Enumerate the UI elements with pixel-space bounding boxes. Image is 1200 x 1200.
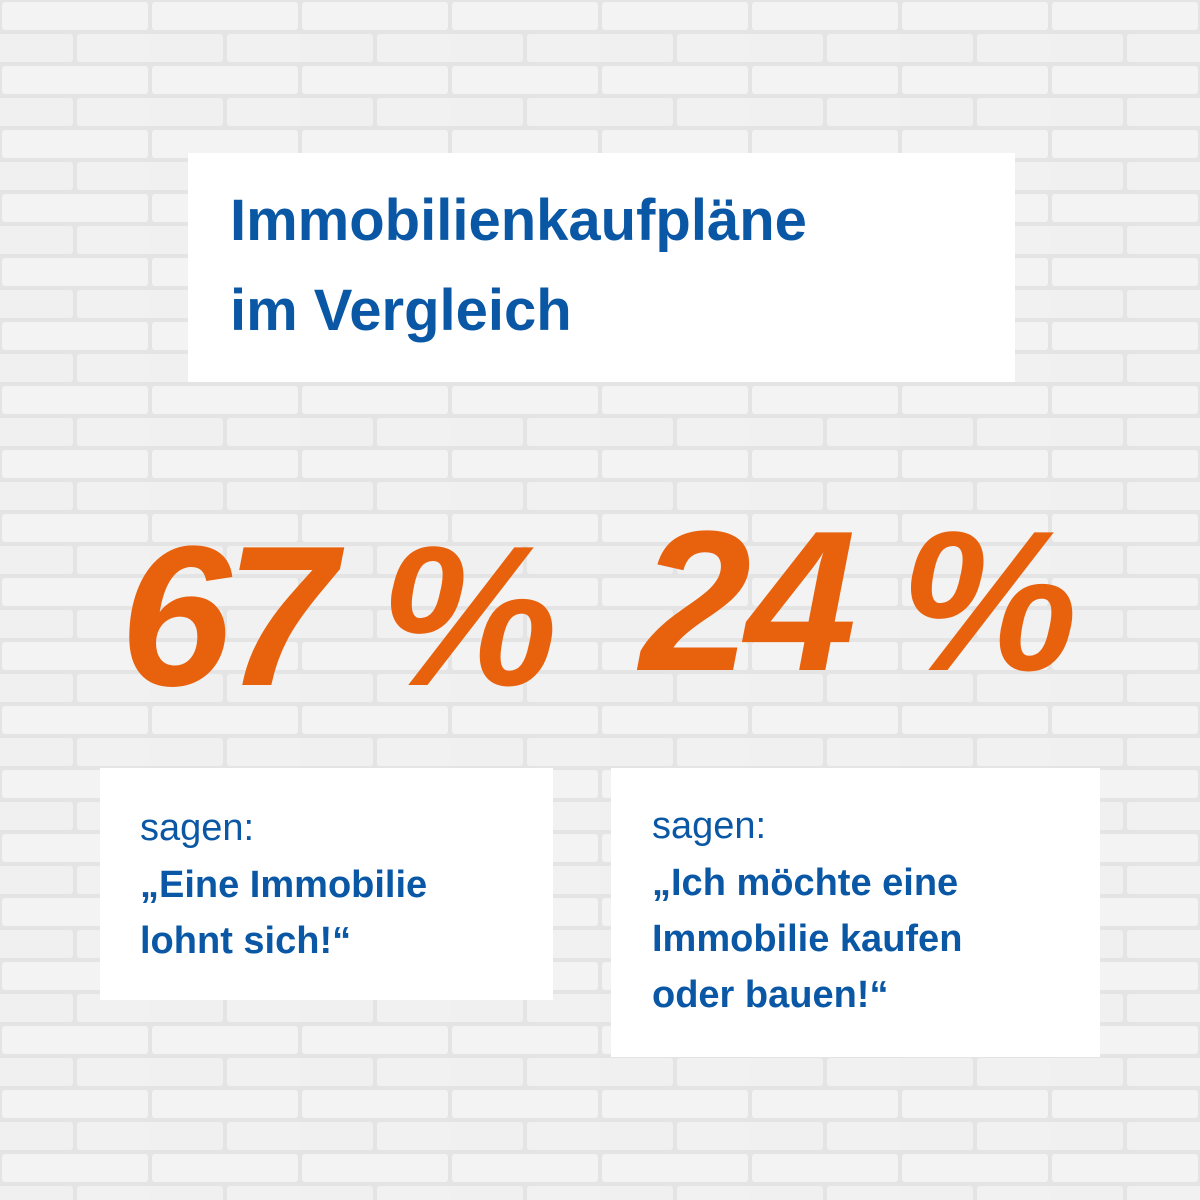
quote-box [611, 768, 1100, 1057]
quote-line: lohnt sich!“ [140, 920, 351, 962]
quote-intro: sagen: [140, 807, 254, 849]
quote-box [100, 768, 553, 1000]
quote-line: „Ich möchte eine [652, 862, 958, 904]
title-line: Immobilienkaufpläne [230, 188, 807, 253]
title-box [188, 153, 1015, 382]
title-line: im Vergleich [230, 278, 572, 343]
quote-line: Immobilie kaufen [652, 918, 962, 960]
quote-line: „Eine Immobilie [140, 864, 427, 906]
stat-value: 24 % [636, 490, 1073, 713]
stat-value: 67 % [120, 505, 553, 728]
quote-line: oder bauen!“ [652, 974, 888, 1016]
quote-intro: sagen: [652, 805, 766, 847]
